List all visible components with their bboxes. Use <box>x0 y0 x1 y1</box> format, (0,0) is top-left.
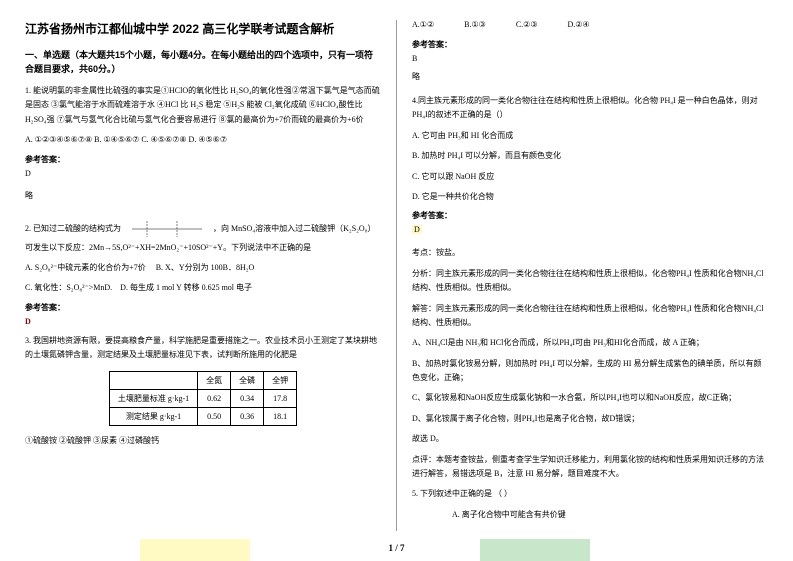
th-nitrogen: 全氮 <box>198 371 231 389</box>
q4-conclusion: 故选 D。 <box>412 432 768 446</box>
explanation-1: 略 <box>25 190 381 201</box>
table-row: 土壤肥量标准 g·kg-1 0.62 0.34 17.8 <box>109 389 296 407</box>
q4-kaodian: 考点：铵盐。 <box>412 246 768 260</box>
q2-opt-b: B. X、Y分别为 100B．8H₂O <box>156 263 255 272</box>
q4-detail-a: A、NH₄Cl是由 NH₃和 HCl化合而成，所以PH₄I可由 PH₃和HI化合… <box>412 336 768 350</box>
q5-opt-a: A. 离子化合物中可能含有共价键 <box>412 508 768 522</box>
td-val: 0.34 <box>231 389 264 407</box>
td-val: 0.50 <box>198 407 231 425</box>
right-explanation-1: 略 <box>412 71 768 82</box>
answer-label-4: 参考答案： <box>412 210 768 221</box>
opt-c: C.②③ <box>516 20 538 29</box>
q4-opt-a: A. 它可由 PH₃和 HI 化合而成 <box>412 129 768 143</box>
question-5-text: 5. 下列叙述中正确的是 （ ） <box>412 487 768 501</box>
th-phosphorus: 全磷 <box>231 371 264 389</box>
q4-opt-d: D. 它是一种共价化合物 <box>412 190 768 204</box>
question-4-text: 4.同主族元素形成的同一类化合物往往在结构和性质上很相似。化合物 PH₄I 是一… <box>412 94 768 123</box>
answer-2: D <box>25 317 381 326</box>
q2-opt-c: C. 氧化性：S₂O₈²⁻>MnD. <box>25 283 114 292</box>
opt-d: D.②④ <box>568 20 590 29</box>
th-potassium: 全钾 <box>264 371 297 389</box>
right-answer-1: B <box>412 54 768 63</box>
q2-opt-d: D. 每生成 1 mol Y 转移 0.625 mol 电子 <box>120 283 252 292</box>
section-header: 一、单选题（本大题共15个小题，每小题4分。在每小题给出的四个选项中，只有一项符… <box>25 49 381 76</box>
right-column: A.①② B.①③ C.②③ D.②④ 参考答案： B 略 4.同主族元素形成的… <box>397 20 783 531</box>
left-column: 江苏省扬州市江都仙城中学 2022 高三化学联考试题含解析 一、单选题（本大题共… <box>10 20 396 531</box>
question-2: 2. 已知过二硫酸的结构式为 ，向 MnSO₄溶液中加入过二硫酸钾（K₂S₂O₈… <box>25 217 381 255</box>
document-title: 江苏省扬州市江都仙城中学 2022 高三化学联考试题含解析 <box>25 20 381 37</box>
q4-detail-d: D、氯化铵属于离子化合物，则PH₄I也是离子化合物，故D错误； <box>412 412 768 426</box>
q4-opt-b: B. 加热时 PH₄I 可以分解，而且有颜色变化 <box>412 149 768 163</box>
structure-diagram-icon <box>127 217 207 241</box>
page-number: 1 / 7 <box>388 543 404 553</box>
soil-data-table: 全氮 全磷 全钾 土壤肥量标准 g·kg-1 0.62 0.34 17.8 测定… <box>109 371 297 426</box>
td-val: 0.62 <box>198 389 231 407</box>
question-1-options: A. ①②③④⑤⑥⑦⑧ B. ①④⑤⑥⑦ C. ④⑤⑥⑦⑧ D. ④⑤⑥⑦ <box>25 133 381 147</box>
q4-detail-b: B、加热时氯化铵易分解，则加热时 PH₄I 可以分解，生成的 HI 易分解生成紫… <box>412 357 768 386</box>
q4-opt-c: C. 它可以跟 NaOH 反应 <box>412 170 768 184</box>
table-header-row: 全氮 全磷 全钾 <box>109 371 296 389</box>
q4-detail-c: C、氯化铵易和NaOH反应生成氯化钠和一水合氨，所以PH₄I也可以和NaOH反应… <box>412 391 768 405</box>
q2-opt-a: A. S₂O₈²⁻中硫元素的化合价为+7价 <box>25 263 146 272</box>
answer-1: D <box>25 169 381 178</box>
opt-b: B.①③ <box>464 20 486 29</box>
q2-options-2: C. 氧化性：S₂O₈²⁻>MnD. D. 每生成 1 mol Y 转移 0.6… <box>25 281 381 295</box>
th-blank <box>109 371 197 389</box>
question-1-text: 1. 能说明氯的非金属性比硫强的事实是①HClO的氧化性比 H₂SO₄的氧化性强… <box>25 84 381 127</box>
td-label-2: 测定结果 g·kg-1 <box>109 407 197 425</box>
td-val: 0.36 <box>231 407 264 425</box>
td-val: 17.8 <box>264 389 297 407</box>
q3-options: ①硫酸铵 ②硫酸钾 ③尿素 ④过磷酸钙 <box>25 434 381 448</box>
q4-dianping: 点评：本题考查铵盐，侧重考查学生学知识迁移能力，利用氯化铵的结构和性质采用知识迁… <box>412 453 768 482</box>
answer-4: D <box>412 225 768 234</box>
question-3-text: 3. 我国耕地资源有限，要提高粮食产量，科学施肥是重要措施之一。农业技术员小王测… <box>25 334 381 363</box>
top-options-row: A.①② B.①③ C.②③ D.②④ <box>412 20 768 29</box>
td-val: 18.1 <box>264 407 297 425</box>
q4-analysis: 分析：同主族元素形成的同一类化合物往往在结构和性质上很相似，化合物PH₄I 性质… <box>412 267 768 296</box>
q2-options: A. S₂O₈²⁻中硫元素的化合价为+7价 B. X、Y分别为 100B．8H₂… <box>25 261 381 275</box>
td-label-1: 土壤肥量标准 g·kg-1 <box>109 389 197 407</box>
right-answer-label-1: 参考答案： <box>412 39 768 50</box>
q4-jieda: 解答：同主族元素形成的同一类化合物往往在结构和性质上很相似，化合物PH₄I 性质… <box>412 302 768 331</box>
table-row: 测定结果 g·kg-1 0.50 0.36 18.1 <box>109 407 296 425</box>
q2-text-part1: 2. 已知过二硫酸的结构式为 <box>25 223 121 232</box>
answer-label-2: 参考答案： <box>25 302 381 313</box>
opt-a: A.①② <box>412 20 434 29</box>
highlight-d: D <box>412 225 422 234</box>
answer-label-1: 参考答案： <box>25 154 381 165</box>
page-container: 江苏省扬州市江都仙城中学 2022 高三化学联考试题含解析 一、单选题（本大题共… <box>0 0 793 561</box>
